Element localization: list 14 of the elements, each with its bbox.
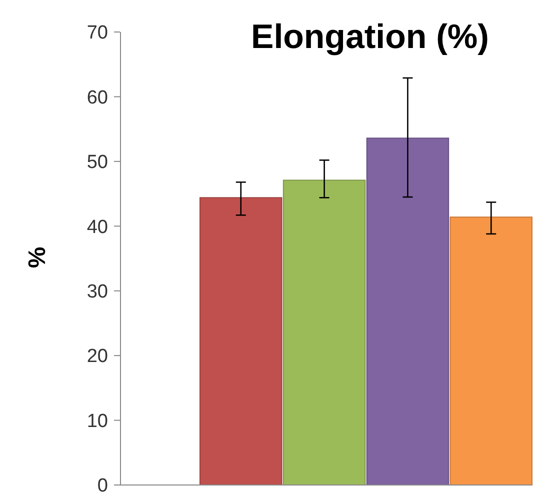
bar xyxy=(282,180,366,486)
bar xyxy=(450,216,532,486)
bar xyxy=(366,138,450,486)
y-tick-label: 50 xyxy=(86,152,108,174)
y-tick-label: 40 xyxy=(86,216,108,238)
y-tick-label: 0 xyxy=(97,476,108,495)
y-tick-label: 20 xyxy=(86,346,108,368)
y-tick-label: 10 xyxy=(86,410,108,432)
y-tick-label: 30 xyxy=(86,282,108,303)
y-tick-label: 70 xyxy=(86,22,108,44)
y-axis-title: % xyxy=(24,246,51,268)
chart-title: Elongation (%) xyxy=(251,18,489,56)
bar xyxy=(200,197,282,486)
y-tick-label: 60 xyxy=(86,87,108,108)
